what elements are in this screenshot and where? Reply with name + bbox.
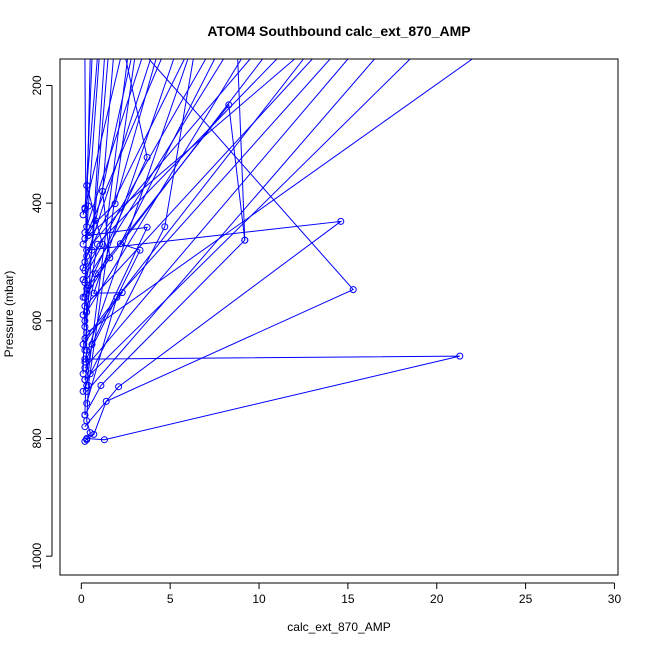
x-tick-label: 5 — [167, 592, 174, 606]
series-line — [84, 59, 121, 210]
series-line — [86, 59, 263, 289]
series-line — [84, 59, 246, 416]
x-tick-label: 20 — [430, 592, 444, 606]
series-line — [84, 59, 105, 351]
data-point — [456, 352, 464, 360]
series-line — [86, 59, 242, 313]
data-point — [113, 293, 121, 301]
x-tick-label: 30 — [608, 592, 622, 606]
x-tick-label: 25 — [519, 592, 533, 606]
data-point — [81, 335, 89, 342]
data-point — [143, 223, 151, 231]
series-line — [84, 59, 100, 263]
plot-box — [59, 58, 619, 576]
series-line — [84, 59, 343, 428]
series-line — [84, 59, 114, 298]
chart-title: ATOM4 Southbound calc_ext_870_AMP — [207, 23, 470, 39]
data-point — [81, 279, 89, 287]
data-point — [115, 383, 123, 391]
data-point — [241, 236, 249, 244]
series-line — [84, 59, 304, 339]
data-point — [83, 436, 91, 444]
series-line — [84, 59, 157, 233]
series-line — [82, 59, 91, 374]
series-line — [82, 59, 148, 315]
series-line — [84, 59, 224, 283]
data-point — [161, 223, 169, 231]
data-point — [83, 382, 91, 389]
series-layer — [79, 59, 473, 445]
series-line — [86, 59, 375, 392]
series-line — [84, 59, 162, 239]
data-point — [116, 240, 124, 248]
data-point — [106, 254, 114, 262]
data-point — [102, 397, 110, 405]
series-line — [82, 59, 152, 269]
data-point — [81, 437, 89, 445]
series-line — [84, 59, 411, 381]
series-line — [84, 59, 460, 441]
axes-layer: 0 5 10 15 20 25 30 200 400 600 800 1000 — [30, 58, 622, 606]
data-point — [81, 205, 89, 213]
data-point — [83, 308, 91, 316]
series-line — [84, 59, 295, 380]
data-point — [90, 430, 98, 438]
data-point — [86, 370, 94, 378]
series-line — [86, 59, 185, 257]
data-point — [100, 436, 108, 444]
y-tick-label: 600 — [30, 310, 44, 330]
data-point — [118, 289, 126, 297]
data-point — [81, 235, 89, 242]
data-point — [337, 217, 345, 225]
x-axis-label: calc_ext_870_AMP — [287, 620, 390, 634]
series-line — [82, 59, 175, 345]
data-point — [86, 429, 94, 437]
data-point — [81, 346, 89, 354]
data-point — [79, 264, 87, 272]
y-tick-label: 200 — [30, 75, 44, 95]
series-line — [86, 59, 128, 386]
data-point — [111, 200, 119, 208]
data-point — [349, 286, 357, 294]
data-point — [83, 399, 91, 407]
data-point — [79, 387, 87, 395]
x-tick-label: 15 — [341, 592, 355, 606]
data-point — [83, 252, 91, 260]
y-tick-label: 800 — [30, 428, 44, 448]
y-axis-label: Pressure (mbar) — [2, 271, 16, 358]
y-tick-label: 400 — [30, 193, 44, 213]
data-point — [81, 411, 89, 419]
x-tick-label: 0 — [78, 592, 85, 606]
data-point — [97, 382, 105, 389]
data-point — [81, 364, 89, 372]
series-line — [84, 59, 313, 307]
y-tick-label: 1000 — [30, 543, 44, 570]
data-point — [81, 355, 89, 363]
series-line — [84, 59, 88, 416]
data-point — [81, 317, 89, 325]
series-line — [84, 59, 349, 369]
series-line — [86, 59, 473, 334]
series-line — [84, 103, 246, 327]
data-point — [81, 423, 89, 431]
x-tick-label: 10 — [252, 592, 266, 606]
